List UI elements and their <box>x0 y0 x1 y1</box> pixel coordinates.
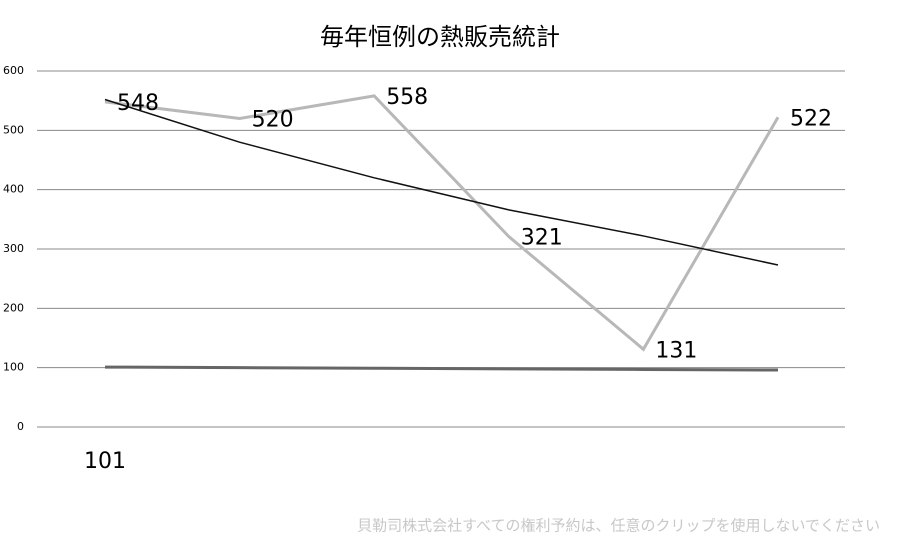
y-tick-label: 0 <box>17 420 24 433</box>
line-series <box>104 365 779 372</box>
data-label: 321 <box>521 226 563 251</box>
line-series <box>104 94 780 352</box>
data-label: 131 <box>655 338 697 363</box>
data-label: 548 <box>117 91 159 116</box>
data-label: 522 <box>790 106 832 131</box>
x-tick-label: 101 <box>84 449 126 474</box>
chart-title: 毎年恒例の熱販売統計 <box>320 23 560 51</box>
y-tick-label: 100 <box>3 361 24 374</box>
data-label: 558 <box>386 85 428 110</box>
y-tick-label: 300 <box>3 242 24 255</box>
line-series <box>104 98 779 266</box>
y-tick-label: 500 <box>3 123 24 136</box>
watermark: 貝勒司株式会社すべての権利予約は、任意のクリップを使用しないでください <box>357 517 880 535</box>
y-tick-label: 600 <box>3 64 24 77</box>
data-label: 520 <box>252 107 294 132</box>
y-tick-label: 400 <box>3 183 24 196</box>
y-tick-label: 200 <box>3 301 24 314</box>
